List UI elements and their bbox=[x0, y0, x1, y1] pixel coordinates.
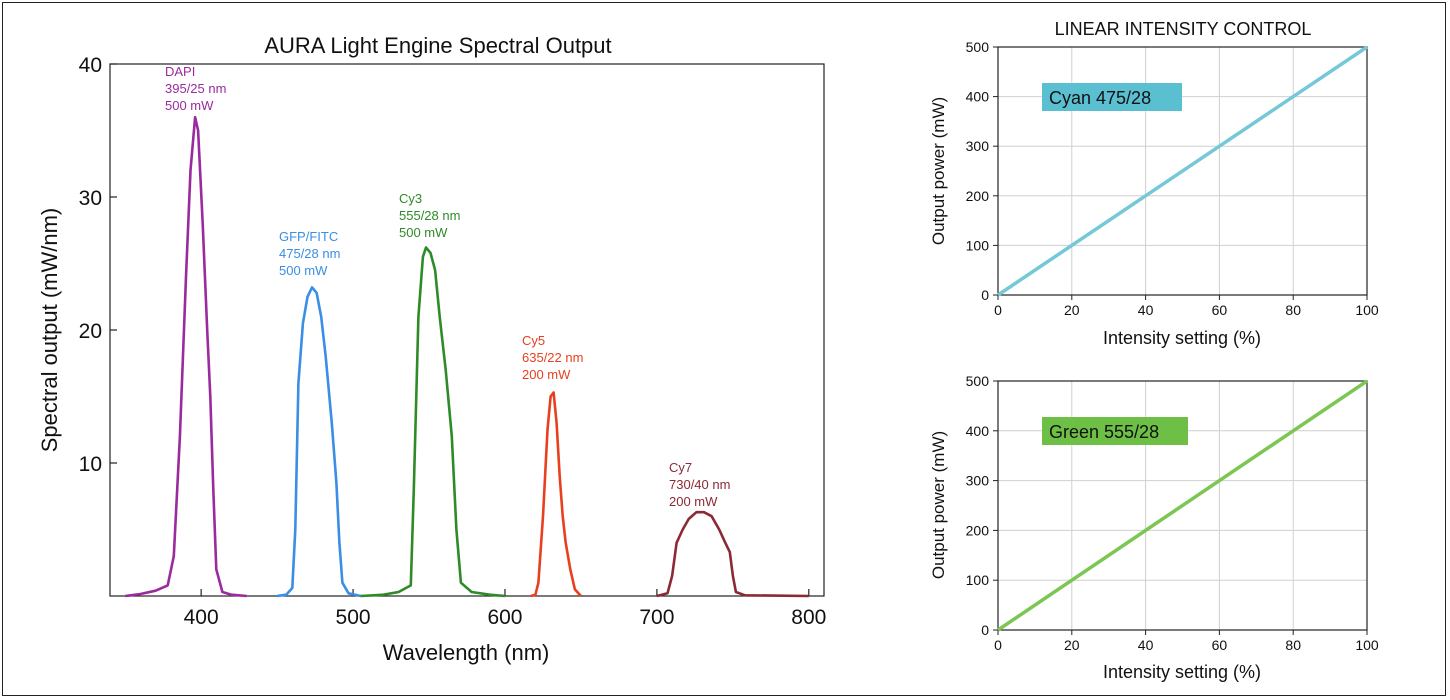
spectral-annotation-line: 475/28 nm bbox=[279, 246, 340, 261]
spectral-annotation-line: 500 mW bbox=[279, 263, 328, 278]
x-tick-label: 80 bbox=[1285, 637, 1301, 653]
green-x-axis-label: Intensity setting (%) bbox=[1103, 662, 1261, 682]
spectral-annotation-line: 500 mW bbox=[399, 225, 448, 240]
spectral-chart-title: AURA Light Engine Spectral Output bbox=[264, 33, 611, 58]
green-legend-box bbox=[1042, 417, 1188, 445]
y-tick-label: 400 bbox=[966, 423, 990, 439]
x-tick-label: 100 bbox=[1355, 637, 1379, 653]
y-tick-label: 0 bbox=[981, 622, 989, 638]
spectral-annotation-line: 395/25 nm bbox=[165, 81, 226, 96]
spectral-chart: AURA Light Engine Spectral Output Wavele… bbox=[37, 33, 826, 665]
spectral-annotation-line: GFP/FITC bbox=[279, 229, 338, 244]
spectral-annotation-line: Cy7 bbox=[669, 460, 692, 475]
x-tick-label: 0 bbox=[994, 637, 1002, 653]
spectral-series-cy3 bbox=[360, 246, 506, 598]
spectral-x-tick-label: 700 bbox=[639, 606, 674, 629]
intensity-chart-green: 0 20 40 60 80 100 0 100 200 300 400 500 Intensity s… bbox=[929, 373, 1379, 682]
spectral-x-tick-label: 600 bbox=[487, 606, 522, 629]
spectral-series-group bbox=[125, 115, 809, 598]
spectral-annotation-line: Cy3 bbox=[399, 191, 422, 206]
x-tick-label: 60 bbox=[1212, 302, 1228, 318]
spectral-annotations: DAPI 395/25 nm 500 mW GFP/FITC 475/28 nm 500 … bbox=[165, 64, 730, 509]
spectral-plot-area bbox=[109, 63, 825, 597]
spectral-x-axis-label: Wavelength (nm) bbox=[383, 640, 550, 665]
y-tick-label: 100 bbox=[966, 572, 990, 588]
spectral-series-dapi bbox=[125, 115, 247, 598]
x-tick-label: 80 bbox=[1285, 302, 1301, 318]
x-tick-label: 0 bbox=[994, 302, 1002, 318]
x-tick-label: 40 bbox=[1138, 637, 1154, 653]
spectral-y-axis-label: Spectral output (mW/nm) bbox=[37, 208, 62, 453]
spectral-y-tick-label: 20 bbox=[79, 320, 102, 343]
green-series-line bbox=[997, 379, 1368, 632]
cyan-x-axis-label: Intensity setting (%) bbox=[1103, 328, 1261, 348]
y-tick-label: 0 bbox=[981, 287, 989, 303]
y-tick-label: 300 bbox=[966, 473, 990, 489]
y-tick-label: 300 bbox=[966, 138, 990, 154]
spectral-y-tick-label: 30 bbox=[79, 187, 102, 210]
x-tick-label: 20 bbox=[1064, 302, 1080, 318]
y-tick-label: 400 bbox=[966, 89, 990, 105]
y-tick-label: 200 bbox=[966, 188, 990, 204]
spectral-annotation-line: 500 mW bbox=[165, 98, 214, 113]
spectral-x-tick-label: 500 bbox=[336, 606, 371, 629]
spectral-annotation-line: DAPI bbox=[165, 64, 195, 79]
cyan-legend-label: Cyan 475/28 bbox=[1049, 88, 1151, 108]
spectral-axis-ticks: 400 500 600 700 800 10 20 30 40 bbox=[79, 54, 827, 629]
spectral-annotation-line: Cy5 bbox=[522, 333, 545, 348]
y-tick-label: 200 bbox=[966, 522, 990, 538]
y-tick-label: 500 bbox=[966, 373, 990, 389]
spectral-annotation-line: 555/28 nm bbox=[399, 208, 460, 223]
green-y-axis-label: Output power (mW) bbox=[929, 431, 948, 579]
x-tick-label: 100 bbox=[1355, 302, 1379, 318]
spectral-annotation-line: 635/22 nm bbox=[522, 350, 583, 365]
cyan-legend-box bbox=[1042, 83, 1182, 111]
spectral-annotation-line: 730/40 nm bbox=[669, 477, 730, 492]
intensity-chart-cyan: LINEAR INTENSITY CONTROL 0 20 40 60 80 100 0 10… bbox=[929, 19, 1379, 348]
green-plot-area bbox=[997, 380, 1368, 631]
cyan-axis-ticks: 0 20 40 60 80 100 0 100 200 300 400 500 bbox=[966, 39, 1379, 318]
spectral-series-gfp-fitc bbox=[276, 286, 361, 598]
spectral-series-cy7 bbox=[656, 510, 809, 598]
spectral-x-tick-label: 800 bbox=[791, 606, 826, 629]
spectral-annotation-line: 200 mW bbox=[522, 367, 571, 382]
x-tick-label: 20 bbox=[1064, 637, 1080, 653]
spectral-y-tick-label: 40 bbox=[79, 54, 102, 77]
spectral-series-cy5 bbox=[530, 391, 582, 598]
green-legend-label: Green 555/28 bbox=[1049, 422, 1159, 442]
x-tick-label: 40 bbox=[1138, 302, 1154, 318]
spectral-x-tick-label: 400 bbox=[184, 606, 219, 629]
green-axis-ticks: 0 20 40 60 80 100 0 100 200 300 400 500 bbox=[966, 373, 1379, 653]
cyan-series-line bbox=[997, 45, 1368, 297]
y-tick-label: 100 bbox=[966, 237, 990, 253]
cyan-plot-area bbox=[997, 46, 1368, 296]
intensity-title: LINEAR INTENSITY CONTROL bbox=[1055, 19, 1312, 39]
y-tick-label: 500 bbox=[966, 39, 990, 55]
x-tick-label: 60 bbox=[1212, 637, 1228, 653]
cyan-y-axis-label: Output power (mW) bbox=[929, 97, 948, 245]
spectral-annotation-line: 200 mW bbox=[669, 494, 718, 509]
spectral-y-tick-label: 10 bbox=[79, 453, 102, 476]
